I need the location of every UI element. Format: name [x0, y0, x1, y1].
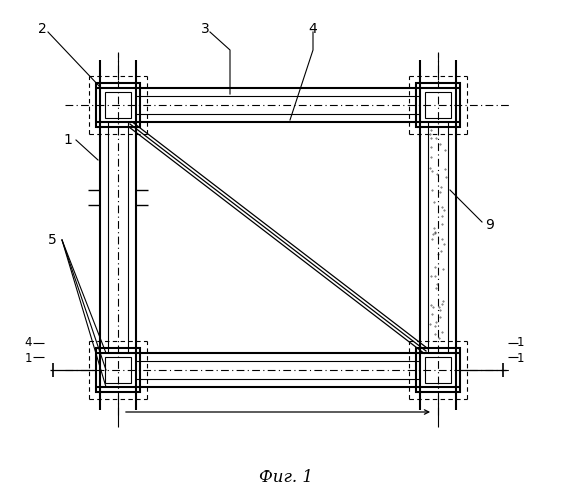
Text: 1: 1 — [517, 352, 524, 364]
Text: 1: 1 — [517, 336, 524, 348]
Text: 9: 9 — [486, 218, 494, 232]
Bar — [416, 83, 460, 127]
Text: Фиг. 1: Фиг. 1 — [259, 470, 313, 486]
Bar — [425, 92, 451, 118]
Text: 4: 4 — [309, 22, 317, 36]
Bar — [96, 348, 140, 392]
Bar — [425, 357, 451, 383]
Bar — [416, 348, 460, 392]
Text: 1: 1 — [24, 352, 32, 364]
Bar — [105, 92, 131, 118]
Bar — [105, 357, 131, 383]
Bar — [96, 83, 140, 127]
Text: 4: 4 — [24, 336, 32, 348]
Text: 1: 1 — [63, 133, 73, 147]
Text: 5: 5 — [47, 233, 57, 247]
Text: 3: 3 — [201, 22, 209, 36]
Text: 2: 2 — [38, 22, 46, 36]
